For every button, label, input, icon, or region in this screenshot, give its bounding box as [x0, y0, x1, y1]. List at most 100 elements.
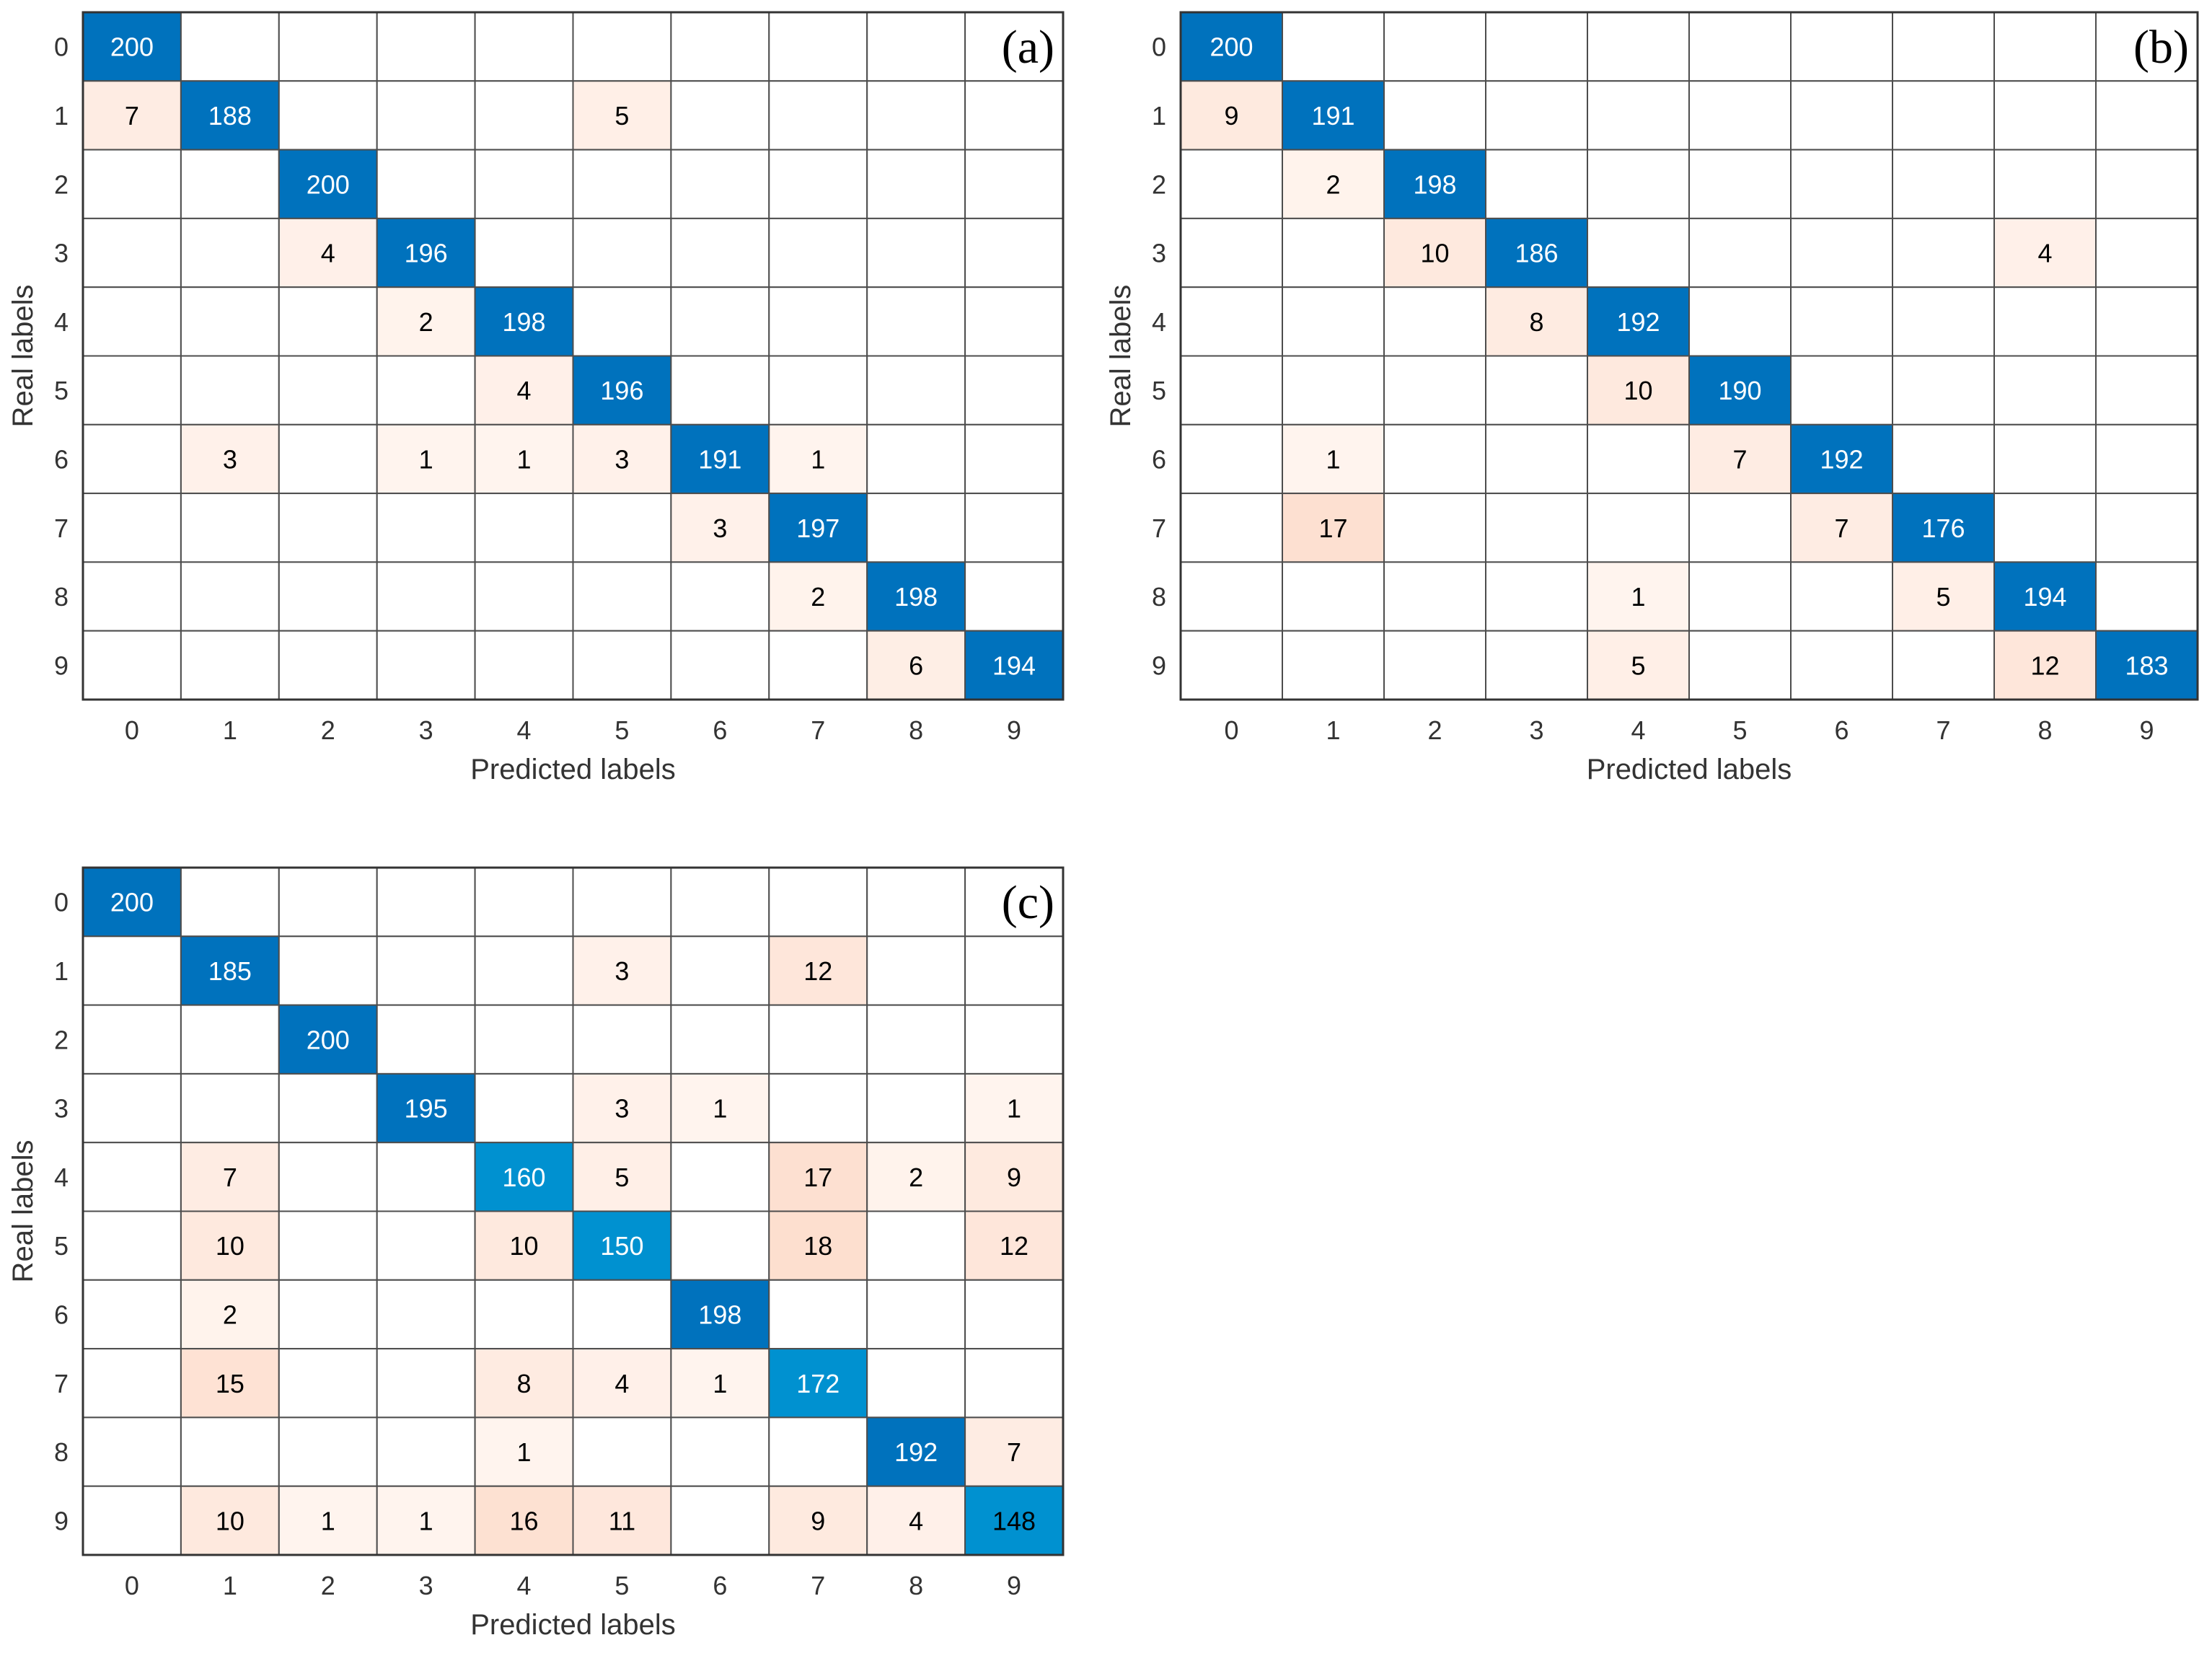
- y-tick-label: 7: [54, 513, 69, 543]
- cell-r8-c5: [1688, 561, 1792, 632]
- cell-r7-c5: [572, 493, 672, 563]
- cell-value-r3-c5: 3: [614, 1094, 629, 1124]
- cell-r7-c6: [1790, 493, 1893, 563]
- y-axis-label: Real labels: [7, 1140, 39, 1283]
- cell-r0-c2: [1383, 12, 1486, 82]
- cell-value-r4-c7: 17: [803, 1163, 832, 1192]
- cell-r9-c5: [572, 630, 672, 701]
- cell-r6-c7: [768, 423, 868, 495]
- cell-r4-c2: [278, 1142, 378, 1212]
- x-tick-label: 5: [614, 1571, 629, 1600]
- cell-r4-c4: [474, 1142, 574, 1212]
- cell-r1-c2: [278, 935, 378, 1006]
- cell-value-r9-c3: 1: [419, 1506, 433, 1535]
- cell-value-r4-c8: 2: [909, 1163, 923, 1192]
- y-tick-label: 3: [54, 1094, 69, 1124]
- cell-r2-c0: [82, 149, 182, 219]
- cell-r8-c3: [376, 561, 476, 632]
- cell-value-r6-c1: 3: [223, 444, 237, 474]
- x-tick-label: 0: [1224, 715, 1238, 745]
- cell-value-r9-c5: 11: [609, 1506, 635, 1535]
- cell-r4-c6: [1790, 286, 1893, 357]
- cell-r8-c9: [964, 561, 1064, 632]
- cell-value-r9-c4: 5: [1631, 651, 1645, 680]
- cell-value-r8-c8: 198: [894, 582, 938, 612]
- cell-r8-c0: [82, 561, 182, 632]
- cell-r9-c0: [82, 1485, 182, 1556]
- y-tick-label: 0: [1152, 32, 1166, 62]
- y-tick-label: 8: [54, 582, 69, 612]
- cell-r1-c0: [82, 935, 182, 1006]
- cell-r3-c0: [82, 217, 182, 288]
- cell-value-r7-c7: 176: [1921, 513, 1965, 543]
- cell-r9-c6: [1790, 630, 1893, 701]
- cell-r0-c7: [768, 12, 868, 82]
- cell-r9-c8: [866, 630, 966, 701]
- cell-r7-c4: [474, 493, 574, 563]
- cell-r6-c9: [964, 423, 1064, 495]
- cell-r5-c2: [278, 355, 378, 426]
- cell-r3-c7: [1892, 217, 1995, 288]
- y-tick-label: 1: [54, 956, 69, 986]
- cell-r2-c8: [866, 149, 966, 219]
- cell-value-r1-c7: 12: [803, 956, 832, 986]
- x-tick-label: 9: [1007, 715, 1021, 745]
- cell-r1-c5: [1688, 80, 1792, 151]
- cell-value-r8-c8: 194: [2023, 582, 2066, 612]
- cell-r8-c7: [768, 1416, 868, 1487]
- cell-r0-c7: [1892, 12, 1995, 82]
- x-tick-label: 2: [321, 715, 335, 745]
- y-tick-label: 0: [54, 888, 69, 917]
- x-axis-label: Predicted labels: [470, 1609, 676, 1641]
- cell-r0-c4: [1587, 12, 1690, 82]
- cell-r5-c7: [1892, 355, 1995, 426]
- cell-value-r3-c9: 1: [1007, 1094, 1021, 1124]
- cell-r2-c9: [964, 1004, 1064, 1075]
- cell-r0-c2: [278, 867, 378, 938]
- cell-value-r1-c0: 7: [125, 101, 139, 131]
- cell-r5-c0: [82, 1210, 182, 1281]
- cell-r6-c5: [572, 423, 672, 495]
- cell-r8-c5: [572, 1416, 672, 1487]
- cell-r7-c2: [278, 1348, 378, 1419]
- cell-r4-c7: [1892, 286, 1995, 357]
- cell-r3-c3: [1485, 217, 1588, 288]
- cell-r1-c2: [1383, 80, 1486, 151]
- y-tick-label: 0: [54, 32, 69, 62]
- cell-r8-c3: [1485, 561, 1588, 632]
- cell-r5-c0: [82, 355, 182, 426]
- cell-r2-c6: [1790, 149, 1893, 219]
- cell-value-r5-c5: 190: [1718, 376, 1761, 405]
- plot-frame: [1179, 11, 2199, 701]
- cell-r7-c1: [1282, 493, 1385, 563]
- cell-r6-c9: [2095, 423, 2198, 495]
- cell-r3-c4: [1587, 217, 1690, 288]
- cell-r3-c1: [1282, 217, 1385, 288]
- cell-value-r5-c9: 12: [1000, 1231, 1028, 1261]
- cell-r7-c3: [376, 1348, 476, 1419]
- cell-value-r5-c4: 4: [517, 376, 532, 405]
- cell-r3-c5: [1688, 217, 1792, 288]
- x-tick-label: 0: [125, 1571, 139, 1600]
- cell-r0-c8: [1993, 12, 2097, 82]
- cell-r4-c2: [278, 286, 378, 357]
- y-tick-label: 5: [54, 376, 69, 405]
- cell-value-r4-c9: 9: [1007, 1163, 1021, 1192]
- cell-r2-c0: [1180, 149, 1283, 219]
- cell-r5-c5: [572, 1210, 672, 1281]
- cell-r2-c2: [1383, 149, 1486, 219]
- cell-r8-c4: [1587, 561, 1690, 632]
- cell-value-r6-c1: 2: [223, 1300, 237, 1329]
- cell-r3-c0: [1180, 217, 1283, 288]
- cell-r6-c5: [1688, 423, 1792, 495]
- cell-value-r5-c5: 150: [600, 1231, 643, 1261]
- cell-value-r8-c9: 7: [1007, 1437, 1021, 1467]
- cell-value-r9-c2: 1: [321, 1506, 335, 1535]
- cell-r7-c0: [1180, 493, 1283, 563]
- x-tick-label: 7: [811, 715, 825, 745]
- cell-r6-c7: [1892, 423, 1995, 495]
- cell-r8-c6: [670, 1416, 770, 1487]
- cell-value-r5-c4: 10: [1623, 376, 1652, 405]
